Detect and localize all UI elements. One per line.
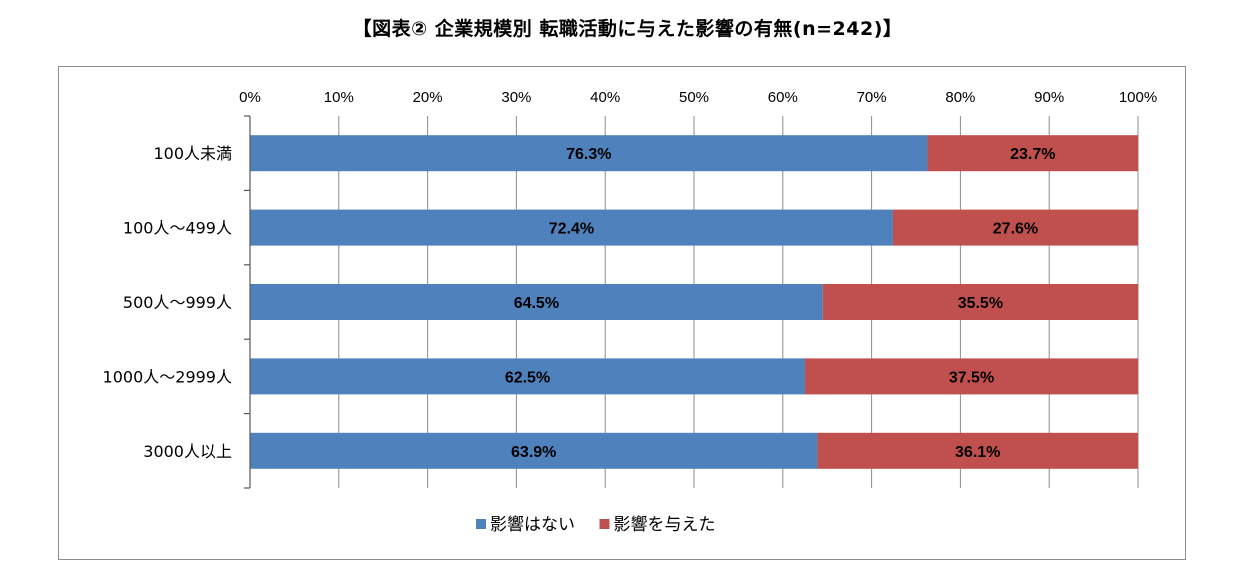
chart-title: 【図表② 企業規模別 転職活動に与えた影響の有無(n=242)】 [352,18,903,40]
bar-segment [250,284,823,320]
x-tick-label: 100% [1119,89,1157,106]
x-tick-label: 60% [768,89,798,106]
data-label: 72.4% [549,221,594,238]
axes: 0% 10% 20% 30% 40% 50% 60% 70% 80% 90% 100% [239,89,1157,489]
category-label: 100人未満 [153,144,232,163]
category-label: 500人～999人 [123,293,232,312]
x-tick-label: 20% [413,89,443,106]
x-tick-label: 30% [501,89,531,106]
bar-segment [892,209,1138,246]
data-label: 76.3% [566,146,611,163]
data-label: 23.7% [1010,146,1055,163]
x-tick-label: 90% [1034,89,1064,106]
bar-segment [250,432,818,469]
legend-label: 影響を与えた [614,515,716,535]
category-label: 1000人～2999人 [103,367,232,386]
data-label: 27.6% [993,221,1038,238]
bar-segment [250,209,893,246]
data-label: 37.5% [949,369,994,386]
data-label: 35.5% [958,295,1003,312]
legend: 影響はない 影響を与えた [476,515,716,535]
data-label: 36.1% [955,444,1000,461]
x-tick-label: 70% [857,89,887,106]
bar-segment [822,284,1138,320]
category-label: 3000人以上 [143,442,232,461]
bars [250,135,1138,469]
x-tick-label: 0% [239,89,261,106]
data-label: 63.9% [511,444,556,461]
bar-segment [817,432,1138,469]
legend-swatch [476,519,486,529]
data-label: 62.5% [505,369,550,386]
x-tick-label: 40% [590,89,620,106]
x-tick-label: 10% [324,89,354,106]
x-tick-label: 50% [679,89,709,106]
legend-label: 影響はない [490,515,575,535]
labels: 76.3% 23.7% 100人未満 72.4% 27.6% 100人～499人 64.5%… [103,144,1056,461]
bar-segment [805,358,1138,395]
bar-segment [250,135,928,172]
x-tick-label: 80% [945,89,975,106]
category-label: 100人～499人 [123,219,232,238]
data-label: 64.5% [514,295,559,312]
bar-segment [250,358,805,395]
legend-swatch [599,519,610,529]
bar-segment [927,135,1138,172]
